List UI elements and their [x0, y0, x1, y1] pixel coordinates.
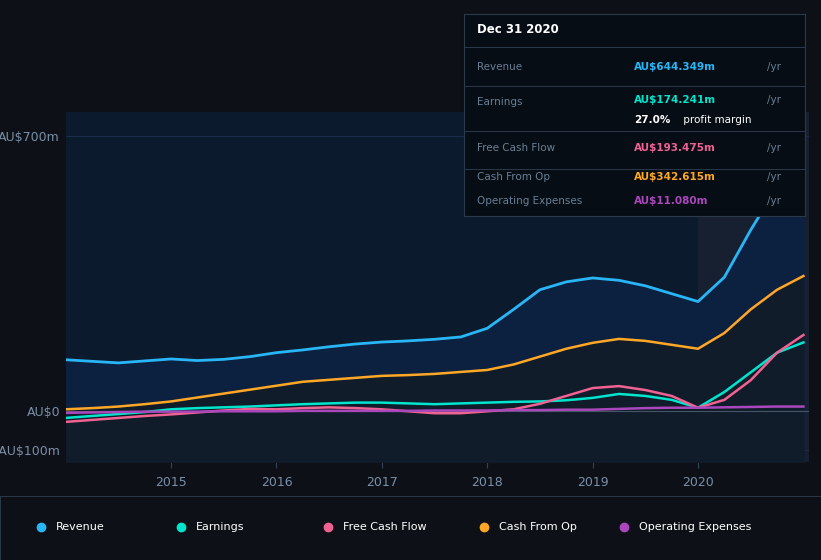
- Text: Operating Expenses: Operating Expenses: [478, 197, 583, 207]
- Text: Earnings: Earnings: [478, 97, 523, 107]
- Text: /yr: /yr: [767, 95, 781, 105]
- Text: AU$174.241m: AU$174.241m: [635, 95, 717, 105]
- Text: AU$342.615m: AU$342.615m: [635, 172, 716, 183]
- Text: Earnings: Earnings: [195, 521, 244, 531]
- Text: Operating Expenses: Operating Expenses: [639, 521, 751, 531]
- Text: /yr: /yr: [767, 62, 781, 72]
- Text: Cash From Op: Cash From Op: [499, 521, 577, 531]
- Text: Revenue: Revenue: [56, 521, 104, 531]
- Bar: [698, 112, 821, 462]
- Text: Free Cash Flow: Free Cash Flow: [343, 521, 427, 531]
- Text: 27.0%: 27.0%: [635, 115, 671, 125]
- Text: Revenue: Revenue: [478, 62, 523, 72]
- Text: /yr: /yr: [767, 172, 781, 183]
- Text: AU$644.349m: AU$644.349m: [635, 62, 716, 72]
- Text: /yr: /yr: [767, 143, 781, 153]
- Text: /yr: /yr: [767, 197, 781, 207]
- Text: AU$11.080m: AU$11.080m: [635, 197, 709, 207]
- Text: AU$193.475m: AU$193.475m: [635, 143, 716, 153]
- Text: Cash From Op: Cash From Op: [478, 172, 551, 183]
- Text: Free Cash Flow: Free Cash Flow: [478, 143, 556, 153]
- Text: Dec 31 2020: Dec 31 2020: [478, 22, 559, 36]
- Text: profit margin: profit margin: [681, 115, 752, 125]
